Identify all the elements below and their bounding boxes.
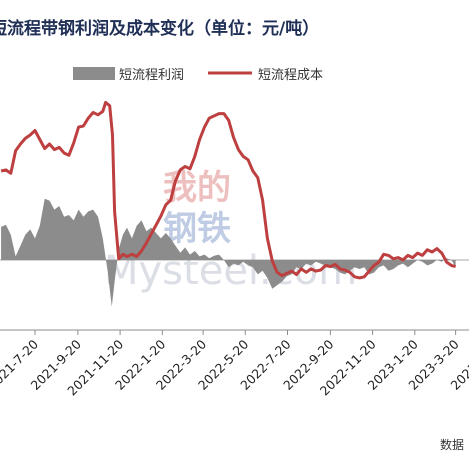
chart-title: 短流程带钢利润及成本变化（单位：元/吨）: [0, 19, 320, 39]
series-profit-area: [1, 198, 456, 307]
legend-swatch-profit: [73, 67, 115, 80]
watermark-cn-bottom: 钢铁: [163, 209, 231, 249]
series-cost-line: [0, 100, 456, 280]
legend-label-profit: 短流程利润: [119, 68, 184, 83]
plot-area: [0, 100, 469, 307]
legend-label-cost: 短流程成本: [258, 68, 323, 83]
legend: 短流程利润 短流程成本: [73, 67, 323, 83]
x-axis-ticks: 2021-7-202021-9-202021-11-202022-1-20202…: [0, 330, 469, 398]
source-note: 数据: [440, 438, 465, 452]
